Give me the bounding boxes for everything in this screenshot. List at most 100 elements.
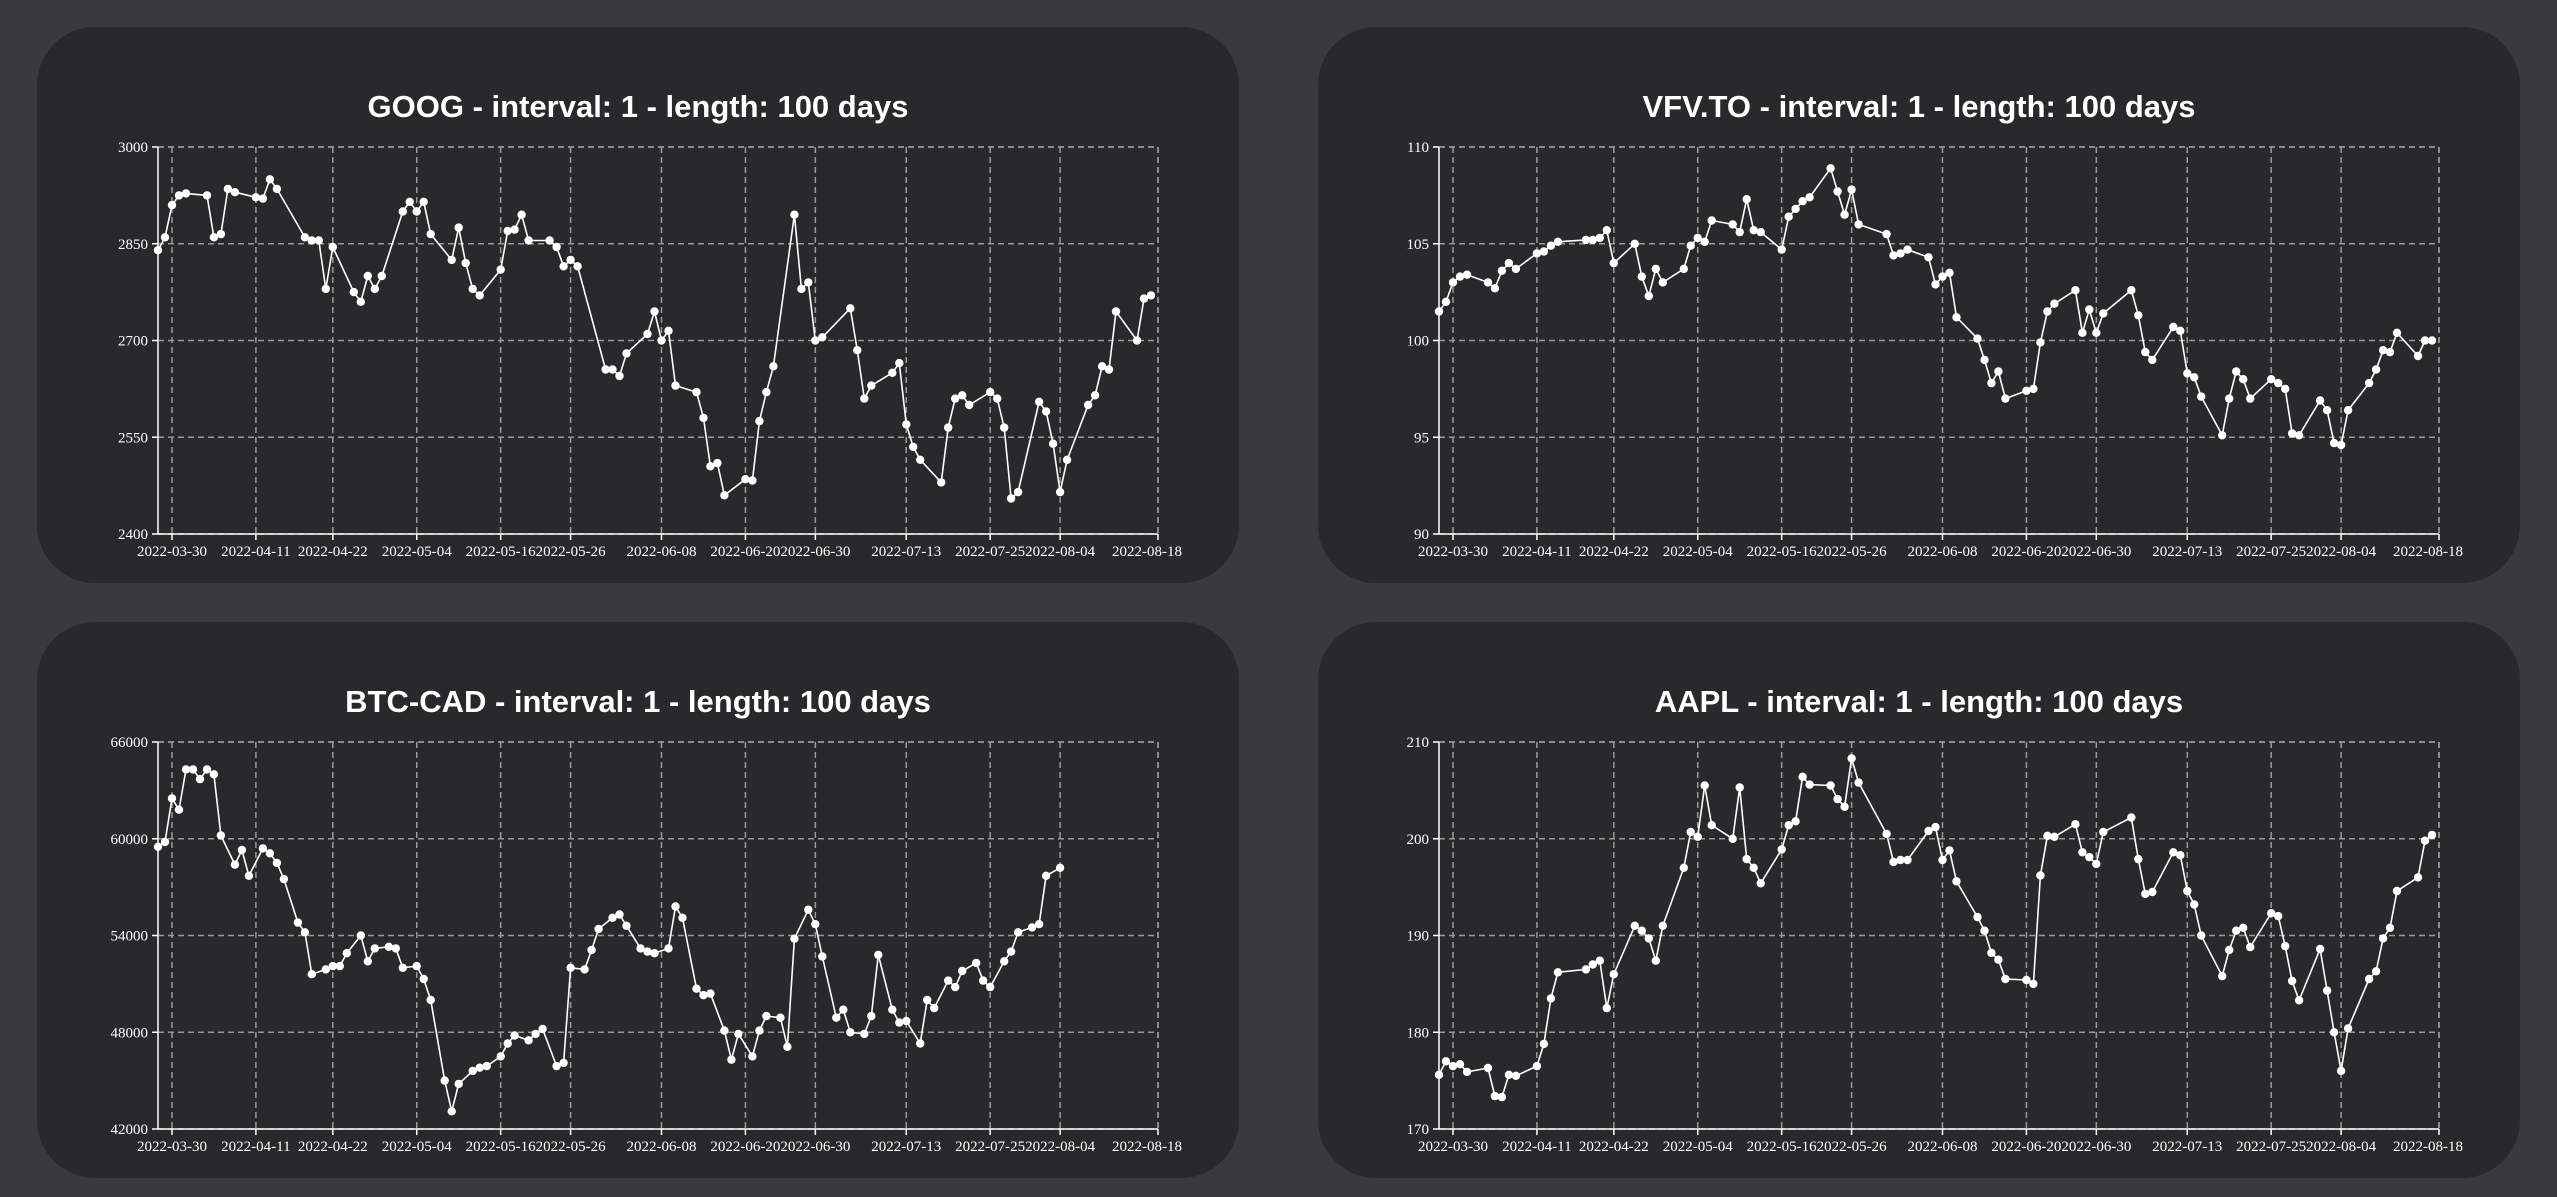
data-point	[1637, 272, 1646, 281]
data-point	[300, 928, 310, 937]
data-point	[874, 950, 883, 960]
data-point	[1840, 210, 1849, 219]
data-point	[272, 858, 282, 868]
data-point	[1896, 249, 1905, 258]
data-point	[853, 346, 862, 355]
data-point	[2092, 859, 2101, 869]
data-point	[510, 225, 519, 234]
data-point	[454, 223, 463, 232]
line-chart-btc-cad: 42000 48000 54000 60000 66000 2022-03-30 2022-…	[111, 735, 1183, 1155]
data-point	[2183, 369, 2192, 378]
data-point	[1658, 278, 1667, 287]
series-line	[157, 768, 1061, 1112]
data-point	[951, 982, 960, 992]
data-point	[440, 1076, 449, 1085]
data-point	[195, 774, 205, 784]
data-point	[1546, 241, 1556, 250]
data-point	[2246, 394, 2255, 403]
data-point	[699, 413, 708, 423]
x-tick-label: 2022-07-13	[2152, 544, 2222, 560]
x-tick-label: 2022-08-04	[2306, 544, 2376, 560]
data-point	[1034, 397, 1044, 406]
data-point	[1532, 249, 1542, 258]
data-point	[1588, 235, 1597, 245]
data-point	[1651, 956, 1660, 965]
data-point	[1062, 455, 1072, 464]
x-tick-label: 2022-03-30	[1418, 544, 1488, 560]
data-point	[1686, 827, 1695, 837]
data-point	[1637, 926, 1646, 935]
x-tick-label: 2022-08-18	[1112, 1139, 1182, 1155]
data-point	[160, 837, 170, 847]
x-tick-label: 2022-05-04	[1663, 1139, 1733, 1155]
data-point	[2392, 886, 2402, 896]
data-point	[2378, 346, 2388, 355]
data-point	[1132, 336, 1142, 345]
data-point	[1847, 754, 1856, 763]
data-point	[699, 991, 708, 1000]
data-point	[1889, 857, 1898, 867]
data-point	[713, 458, 722, 468]
data-point	[1006, 494, 1016, 503]
data-point	[1139, 294, 1149, 303]
data-point	[524, 236, 533, 245]
chart-panel-goog: GOOG - interval: 1 - length: 100 days 24…	[37, 27, 1239, 583]
data-point	[475, 291, 484, 300]
data-point	[2329, 438, 2339, 448]
data-point	[2427, 830, 2437, 840]
data-point	[1490, 1091, 1500, 1101]
data-point	[1013, 487, 1023, 497]
x-tick-label: 2022-05-16	[466, 1139, 536, 1155]
data-point	[2267, 375, 2276, 384]
data-point	[1588, 960, 1597, 969]
data-point	[265, 175, 275, 184]
series-line	[157, 177, 1152, 501]
data-point	[2336, 1066, 2346, 1076]
data-point	[342, 949, 351, 958]
data-point	[923, 995, 932, 1005]
data-point	[2022, 386, 2031, 395]
data-point	[2371, 967, 2381, 976]
data-point	[258, 194, 268, 203]
data-point	[664, 944, 673, 953]
data-point	[1903, 855, 1912, 865]
data-point	[1041, 871, 1051, 880]
data-point	[566, 963, 575, 972]
y-tick-label: 210	[1407, 735, 1430, 751]
data-point	[1504, 258, 1514, 268]
data-point	[202, 765, 212, 774]
data-point	[832, 1013, 841, 1022]
x-tick-label: 2022-07-13	[871, 544, 941, 560]
x-tick-label: 2022-04-11	[221, 544, 290, 560]
y-tick-label: 48000	[111, 1025, 149, 1041]
data-point	[559, 262, 568, 271]
data-point	[846, 1028, 855, 1037]
data-point	[1630, 239, 1639, 248]
data-point	[1973, 912, 1982, 922]
data-point	[461, 258, 470, 268]
data-point	[1728, 220, 1737, 229]
data-point	[1756, 227, 1765, 237]
data-point	[958, 966, 967, 976]
x-tick-label: 2022-06-08	[1907, 544, 1977, 560]
data-point	[902, 1016, 911, 1026]
data-point	[1462, 1067, 1472, 1077]
data-point	[216, 831, 226, 840]
data-point	[2050, 299, 2059, 308]
data-point	[1490, 284, 1500, 293]
data-point	[2322, 406, 2332, 415]
data-point	[2343, 406, 2353, 415]
y-tick-label: 2400	[118, 527, 148, 543]
data-point	[153, 842, 163, 851]
data-point	[1497, 266, 1507, 275]
data-point	[1707, 216, 1716, 225]
data-point	[2141, 347, 2150, 357]
line-chart-aapl: 170 180 190 200 210 2022-03-30 2022-04-11 2022-…	[1407, 735, 2464, 1155]
data-point	[524, 1036, 533, 1045]
data-point	[2392, 328, 2402, 337]
x-tick-label: 2022-03-30	[1418, 1139, 1488, 1155]
data-point	[636, 944, 645, 953]
data-point	[2092, 328, 2101, 337]
data-point	[2239, 375, 2248, 384]
data-point	[2281, 941, 2290, 951]
